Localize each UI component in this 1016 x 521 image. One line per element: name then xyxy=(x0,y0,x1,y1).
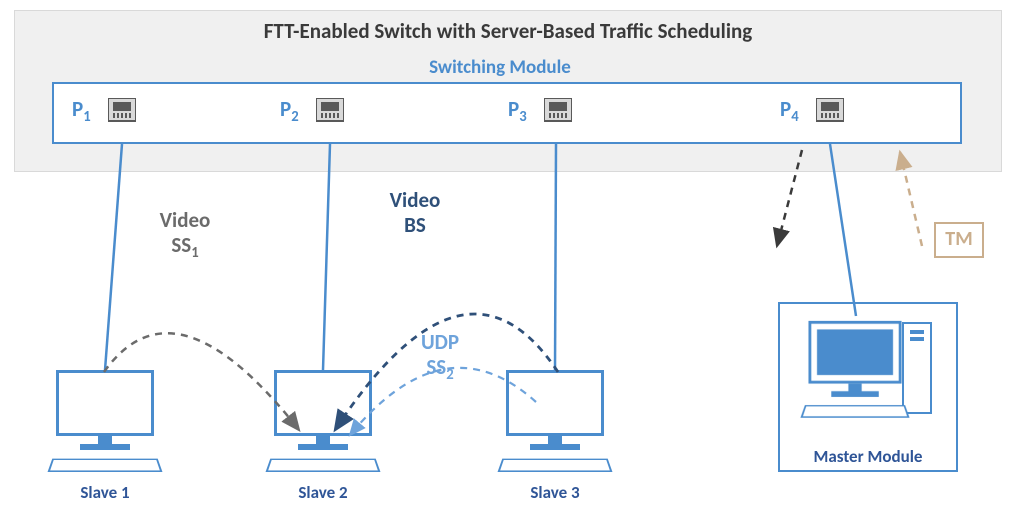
computer-slave-2 xyxy=(268,370,378,485)
ethernet-port-icon xyxy=(544,98,572,122)
traffic-label-1: VideoSS1 xyxy=(140,208,230,261)
slave-label-2: Slave 2 xyxy=(263,482,383,503)
keyboard-icon xyxy=(266,459,381,472)
traffic-label-3: UDPSS2 xyxy=(400,330,480,383)
monitor-base xyxy=(80,444,130,450)
monitor-base xyxy=(298,444,348,450)
monitor-icon xyxy=(808,321,901,384)
ethernet-port-icon xyxy=(816,98,844,122)
link-line-2 xyxy=(323,144,330,370)
port-label-1: P1 xyxy=(72,96,91,125)
computer-slave-1 xyxy=(50,370,160,485)
master-module-label: Master Module xyxy=(786,446,950,467)
link-line-1 xyxy=(105,144,122,370)
keyboard-icon xyxy=(48,459,163,472)
traffic-label-4: TM xyxy=(934,222,984,258)
port-label-2: P2 xyxy=(280,96,299,125)
port-label-4: P4 xyxy=(780,96,799,125)
computer-slave-3 xyxy=(500,370,610,485)
keyboard-icon xyxy=(800,405,909,418)
link-line-3 xyxy=(555,144,556,370)
slave-label-1: Slave 1 xyxy=(45,482,165,503)
monitor-base xyxy=(831,391,879,397)
port-label-3: P3 xyxy=(508,96,527,125)
diagram-title: FTT-Enabled Switch with Server-Based Tra… xyxy=(222,18,794,44)
switch-module-title: Switching Module xyxy=(400,56,600,79)
slave-label-3: Slave 3 xyxy=(495,482,615,503)
monitor-base xyxy=(530,444,580,450)
computer-master xyxy=(803,321,908,430)
traffic-label-2: VideoBS xyxy=(370,188,460,238)
keyboard-icon xyxy=(498,459,613,472)
monitor-icon xyxy=(274,370,372,436)
ethernet-port-icon xyxy=(316,98,344,122)
monitor-icon xyxy=(506,370,604,436)
monitor-icon xyxy=(56,370,154,436)
ethernet-port-icon xyxy=(108,98,136,122)
